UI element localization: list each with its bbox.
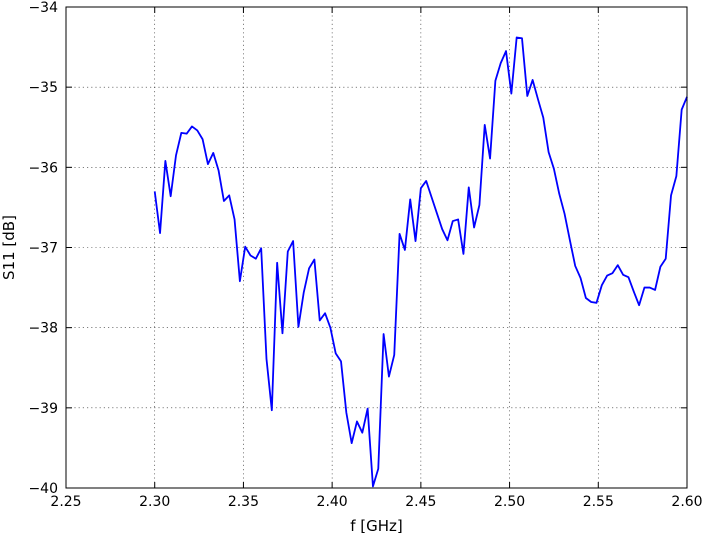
x-tick-labels: 2.25 2.30 2.35 2.40 2.45 2.50 2.55 2.60	[50, 494, 702, 510]
series-group	[153, 36, 688, 488]
grid-lines	[66, 7, 687, 488]
y-tick-label: −35	[28, 80, 58, 96]
y-tick-labels: −34 −35 −36 −37 −38 −39 −40	[28, 0, 58, 497]
y-tick-label: −34	[28, 0, 58, 16]
x-tick-label: 2.25	[50, 494, 81, 510]
y-axis-label: S11 [dB]	[0, 215, 18, 280]
y-tick-label: −38	[28, 321, 58, 337]
y-tick-label: −40	[28, 481, 58, 497]
series-line	[153, 36, 688, 488]
x-axis-label: f [GHz]	[350, 517, 403, 535]
y-tick-label: −39	[28, 401, 58, 417]
x-tick-label: 2.50	[494, 494, 525, 510]
y-tick-label: −36	[28, 160, 58, 176]
x-tick-label: 2.35	[228, 494, 259, 510]
plot-frame	[65, 6, 688, 489]
x-tick-label: 2.45	[405, 494, 436, 510]
x-tick-label: 2.55	[583, 494, 614, 510]
x-tick-label: 2.60	[671, 494, 702, 510]
y-tick-label: −37	[28, 241, 58, 257]
x-tick-label: 2.40	[317, 494, 348, 510]
x-tick-label: 2.30	[139, 494, 170, 510]
